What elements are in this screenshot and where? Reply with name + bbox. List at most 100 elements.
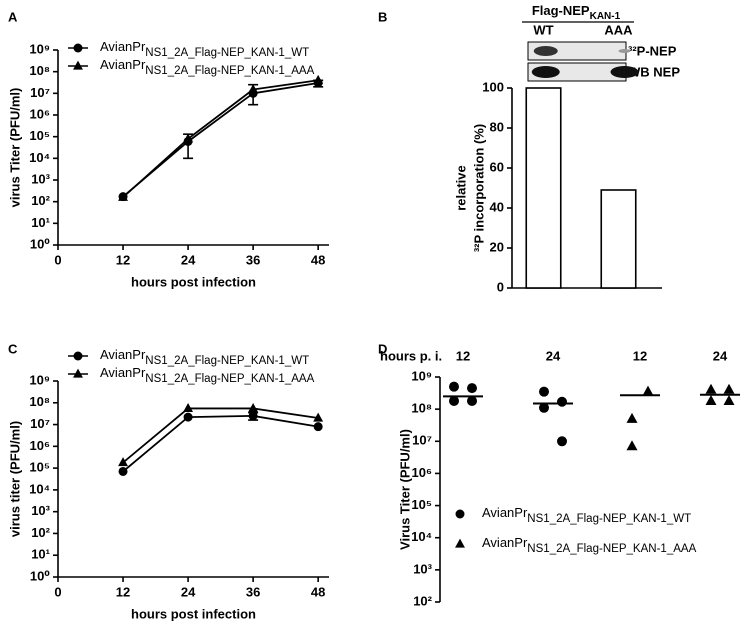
panel-letter: B [378,9,387,24]
blot-row-label: WB NEP [628,64,680,79]
x-tick-label: 0 [54,252,61,267]
category-label: 24 [713,348,728,363]
blot-band [533,46,558,56]
y-tick-label: 10⁰ [30,568,50,583]
blot-row-label: ³²P-NEP [628,43,677,58]
marker-triangle [73,368,83,378]
marker-triangle [705,394,717,405]
x-tick-label: 36 [246,584,260,599]
y-tick-label: 10¹ [31,547,50,562]
blot-title: Flag-NEPKAN-1 [532,3,621,21]
y-tick-label: 10⁰ [30,236,50,251]
legend-subscript: NS1_2A_Flag-NEP_KAN-1_AAA [527,543,696,555]
legend-name: AvianPr [482,505,528,520]
y-tick-label: 10⁵ [29,460,50,475]
blot-title-text: Flag-NEP [532,3,590,18]
legend-subscript: NS1_2A_Flag-NEP_KAN-1_WT [145,355,309,367]
x-header: hours p. i. [380,348,442,363]
series-line [122,407,319,464]
marker-circle [118,466,128,476]
marker-circle [449,381,459,392]
marker-circle [313,422,323,432]
marker-triangle [248,84,259,94]
marker-triangle [248,403,259,413]
marker-circle [467,395,477,406]
y-tick-label: 20 [490,239,504,254]
marker-triangle [626,440,638,451]
marker-triangle [313,412,324,422]
y-tick-label: 10⁸ [411,401,432,416]
panel-letter: A [8,9,18,24]
blot-band [531,66,560,78]
marker-triangle [723,394,735,405]
legend-label: AvianPrNS1_2A_Flag-NEP_KAN-1_WT [100,347,309,367]
marker-triangle [313,74,324,84]
marker-triangle [723,383,735,394]
y-tick-label: 10⁷ [30,85,50,100]
legend-name: AvianPr [482,535,528,550]
y-tick-label: 10⁵ [29,128,50,143]
category-label: 12 [633,348,647,363]
y-tick-label: 10⁹ [411,368,432,383]
marker-circle [539,402,549,413]
marker-triangle [626,412,638,423]
x-axis-label: hours post infection [131,606,256,621]
marker-triangle [118,457,128,467]
legend-subscript: NS1_2A_Flag-NEP_KAN-1_WT [145,47,309,59]
marker-circle [73,43,83,53]
x-tick-label: 48 [311,252,325,267]
y-tick-label: 10⁷ [412,433,432,448]
marker-triangle [73,60,83,70]
y-tick-label: 40 [490,199,504,214]
legend-subscript: NS1_2A_Flag-NEP_KAN-1_AAA [145,373,314,385]
y-tick-label: 10⁹ [29,372,50,387]
legend-label: AvianPrNS1_2A_Flag-NEP_KAN-1_AAA [482,535,697,555]
x-axis-label: hours post infection [131,274,256,289]
marker-circle [455,509,465,519]
bar [525,87,562,289]
y-tick-label: 10⁶ [30,438,50,453]
blot-title-subscript: KAN-1 [590,11,621,22]
y-tick-label: 10² [31,193,50,208]
y-tick-label: 10⁹ [29,41,50,56]
category-label: AAA [604,22,633,37]
blot-band [618,49,631,53]
legend-name: AvianPr [100,365,146,380]
marker-circle [557,396,567,407]
y-tick-label: 10⁴ [29,481,50,496]
marker-triangle [455,538,465,548]
marker-triangle [183,133,194,143]
marker-circle [73,351,83,361]
bar [600,189,637,289]
legend-label: AvianPrNS1_2A_Flag-NEP_KAN-1_AAA [100,365,315,385]
category-label: WT [533,22,553,37]
x-tick-label: 12 [116,252,130,267]
legend-label: AvianPrNS1_2A_Flag-NEP_KAN-1_AAA [100,57,315,77]
panel-letter: C [8,341,18,356]
blot-band [610,66,639,78]
x-tick-label: 0 [54,584,61,599]
y-tick-label: 10⁸ [29,394,50,409]
legend-name: AvianPr [100,57,146,72]
x-tick-label: 24 [181,584,196,599]
y-axis-label: virus titer (PFU/ml) [7,421,22,537]
y-tick-label: 60 [490,159,504,174]
y-tick-label: 10⁵ [411,497,432,512]
x-tick-label: 12 [116,584,130,599]
y-tick-label: 10³ [31,503,50,518]
y-axis-label: ³²P incorporation (%) [471,124,486,252]
marker-circle [467,383,477,394]
y-tick-label: 80 [490,119,504,134]
y-tick-label: 10⁶ [412,465,432,480]
legend-subscript: NS1_2A_Flag-NEP_KAN-1_AAA [145,65,314,77]
y-tick-label: 10³ [413,561,432,576]
y-tick-label: 10⁴ [29,150,50,165]
marker-circle [449,395,459,406]
y-tick-label: 10² [31,525,50,540]
y-tick-label: 10² [413,593,432,608]
legend-label: AvianPrNS1_2A_Flag-NEP_KAN-1_WT [100,39,309,59]
panel-letter: D [378,341,387,356]
y-tick-label: 10⁷ [30,416,50,431]
marker-triangle [118,191,128,201]
marker-triangle [183,403,194,413]
